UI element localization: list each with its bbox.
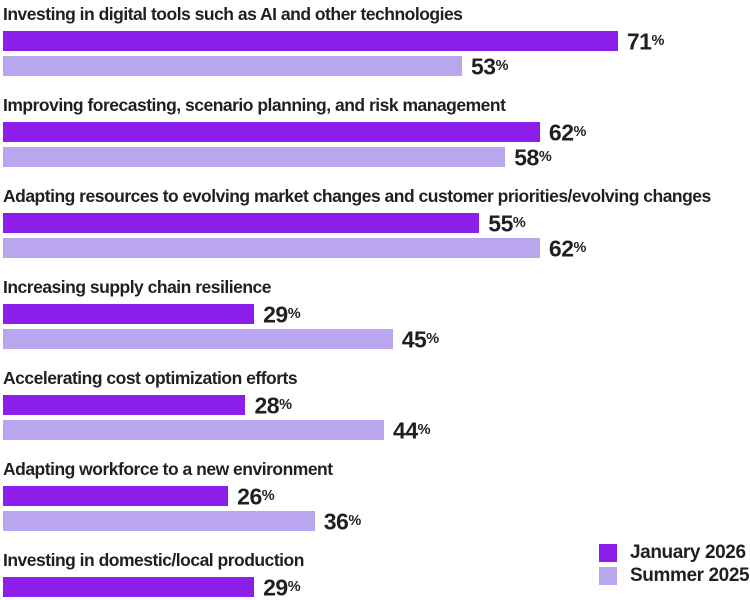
value-label: 44% <box>393 417 431 444</box>
bar-january-2026 <box>3 486 229 506</box>
category-label: Accelerating cost optimization efforts <box>3 368 298 388</box>
legend: January 2026 Summer 2025 <box>599 542 750 590</box>
value-number: 36 <box>323 508 349 535</box>
bar-january-2026 <box>3 213 480 233</box>
value-label: 53% <box>470 53 509 80</box>
percent-sign: % <box>287 578 301 595</box>
value-label: 62% <box>548 235 587 262</box>
value-number: 62 <box>548 235 574 262</box>
category-label: Improving forecasting, scenario planning… <box>3 95 506 115</box>
value-number: 58 <box>514 144 539 171</box>
bar-row-january-2026: 26% <box>3 483 750 510</box>
value-label: 62% <box>548 119 587 146</box>
category-label: Adapting workforce to a new environment <box>3 459 333 479</box>
bar-group: Investing in domestic/local production 29… <box>3 549 750 600</box>
legend-swatch-january-2026 <box>599 544 617 562</box>
value-number: 53 <box>470 53 496 80</box>
bar-row-january-2026: 29% <box>3 574 750 600</box>
value-label: 28% <box>254 392 292 419</box>
bar-summer-2025 <box>3 329 393 349</box>
value-label: 29% <box>263 574 301 600</box>
value-label: 58% <box>514 144 552 171</box>
bar-row-january-2026: 71% <box>3 28 750 55</box>
bar-january-2026 <box>3 31 618 51</box>
category-label: Investing in domestic/local production <box>3 550 304 570</box>
bar-january-2026 <box>3 577 255 597</box>
bar-group: Improving forecasting, scenario planning… <box>3 94 750 171</box>
percent-sign: % <box>426 330 440 347</box>
value-label: 26% <box>237 483 275 510</box>
value-number: 29 <box>263 301 288 328</box>
percent-sign: % <box>287 305 301 322</box>
value-number: 55 <box>488 210 513 237</box>
bar-row-january-2026: 28% <box>3 392 750 419</box>
bar-group: Investing in digital tools such as AI an… <box>3 3 750 80</box>
value-label: 29% <box>263 301 301 328</box>
legend-item-summer-2025: Summer 2025 <box>599 565 750 586</box>
category-label: Increasing supply chain resilience <box>3 277 271 297</box>
value-number: 44 <box>393 417 418 444</box>
legend-label-summer-2025: Summer 2025 <box>630 565 750 586</box>
value-label: 36% <box>323 508 362 535</box>
bar-summer-2025 <box>3 147 506 167</box>
percent-sign: % <box>651 32 665 49</box>
percent-sign: % <box>417 421 431 438</box>
percent-sign: % <box>512 214 526 231</box>
percent-sign: % <box>261 487 275 504</box>
percent-sign: % <box>495 57 509 74</box>
category-label: Investing in digital tools such as AI an… <box>3 4 463 24</box>
bar-group: Accelerating cost optimization efforts 28… <box>3 367 750 444</box>
bar-group: Increasing supply chain resilience 29% 45% <box>3 276 750 353</box>
bar-group: Adapting resources to evolving market ch… <box>3 185 750 262</box>
percent-sign: % <box>538 148 552 165</box>
bar-january-2026 <box>3 304 255 324</box>
value-number: 29 <box>263 574 288 600</box>
bar-row-summer-2025: 45% <box>3 326 750 353</box>
percent-sign: % <box>573 123 587 140</box>
bar-row-summer-2025: 44% <box>3 417 750 444</box>
value-number: 26 <box>237 483 262 510</box>
value-number: 45 <box>401 326 427 353</box>
value-number: 71 <box>626 28 652 55</box>
legend-label-january-2026: January 2026 <box>630 542 746 563</box>
bar-row-summer-2025: 58% <box>3 144 750 171</box>
category-label: Adapting resources to evolving market ch… <box>3 186 711 206</box>
bar-summer-2025 <box>3 511 315 531</box>
bar-group: Adapting workforce to a new environment 2… <box>3 458 750 535</box>
legend-item-january-2026: January 2026 <box>599 542 749 563</box>
percent-sign: % <box>348 512 362 529</box>
value-label: 45% <box>401 326 440 353</box>
bar-summer-2025 <box>3 238 540 258</box>
legend-swatch-summer-2025 <box>599 567 617 585</box>
value-label: 55% <box>488 210 526 237</box>
value-number: 28 <box>254 392 280 419</box>
bar-row-january-2026: 62% <box>3 119 750 146</box>
bar-row-january-2026: 55% <box>3 210 750 237</box>
percent-sign: % <box>573 239 587 256</box>
bar-summer-2025 <box>3 420 385 440</box>
value-number: 62 <box>548 119 574 146</box>
value-label: 71% <box>626 28 665 55</box>
bar-summer-2025 <box>3 56 462 76</box>
percent-sign: % <box>279 396 292 413</box>
bar-january-2026 <box>3 122 540 142</box>
bar-january-2026 <box>3 395 246 415</box>
bar-row-summer-2025: 62% <box>3 235 750 262</box>
bar-row-january-2026: 29% <box>3 301 750 328</box>
bar-row-summer-2025: 53% <box>3 53 750 80</box>
bar-row-summer-2025: 36% <box>3 508 750 535</box>
